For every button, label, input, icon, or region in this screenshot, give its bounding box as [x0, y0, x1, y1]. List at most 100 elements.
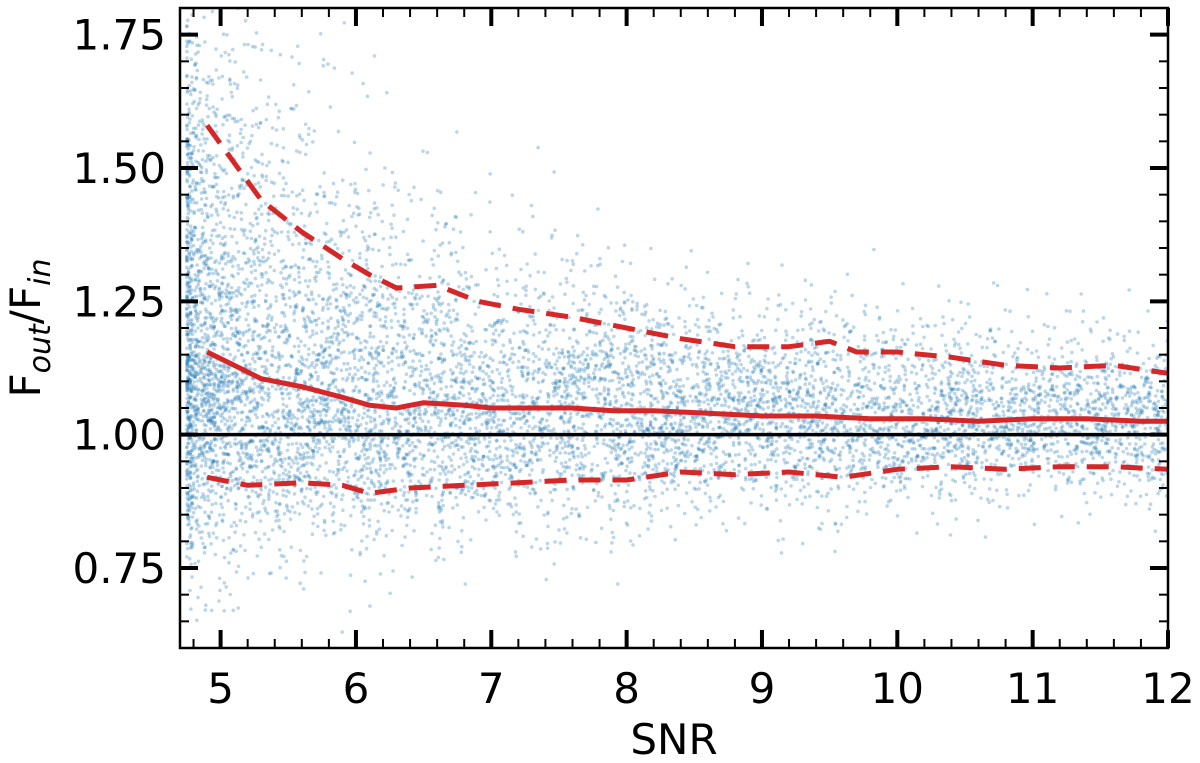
scatter-point	[221, 169, 225, 173]
scatter-point	[633, 353, 638, 358]
scatter-point	[851, 412, 856, 416]
scatter-point	[553, 459, 558, 464]
scatter-point	[564, 276, 569, 281]
scatter-point	[492, 292, 496, 297]
scatter-point	[818, 391, 823, 396]
scatter-point	[799, 314, 803, 318]
scatter-point	[253, 412, 258, 417]
scatter-point	[712, 468, 716, 472]
scatter-point	[816, 404, 820, 408]
scatter-point	[796, 439, 800, 444]
scatter-point	[528, 457, 533, 462]
scatter-point	[916, 398, 921, 403]
scatter-point	[379, 447, 383, 451]
scatter-point	[997, 504, 1002, 509]
scatter-point	[566, 350, 571, 355]
scatter-point	[501, 343, 506, 348]
scatter-point	[566, 354, 571, 358]
scatter-point	[1015, 392, 1019, 397]
scatter-point	[537, 330, 542, 335]
scatter-point	[519, 417, 523, 421]
scatter-point	[737, 394, 742, 399]
scatter-point	[335, 338, 339, 342]
scatter-point	[629, 397, 634, 402]
scatter-point	[326, 319, 330, 323]
scatter-point	[297, 61, 302, 66]
scatter-point	[284, 559, 289, 563]
scatter-point	[684, 343, 689, 348]
scatter-point	[1080, 449, 1084, 454]
scatter-point	[264, 174, 269, 179]
scatter-point	[449, 253, 453, 257]
scatter-point	[188, 485, 193, 490]
scatter-point	[620, 259, 625, 264]
scatter-point	[774, 328, 778, 333]
scatter-point	[316, 467, 320, 472]
scatter-point	[576, 341, 580, 345]
scatter-point	[256, 245, 260, 249]
scatter-point	[277, 171, 282, 176]
scatter-point	[429, 311, 434, 316]
scatter-point	[1124, 411, 1128, 416]
scatter-point	[1085, 381, 1089, 385]
scatter-point	[237, 286, 241, 290]
scatter-point	[244, 488, 248, 492]
scatter-point	[1020, 445, 1025, 450]
scatter-point	[622, 504, 627, 509]
scatter-point	[213, 171, 217, 176]
scatter-point	[358, 348, 362, 353]
scatter-point	[286, 442, 291, 447]
scatter-point	[361, 514, 366, 519]
scatter-point	[325, 302, 329, 307]
scatter-point	[200, 451, 204, 455]
scatter-point	[1138, 397, 1142, 402]
scatter-point	[602, 386, 607, 390]
scatter-point	[755, 403, 759, 408]
scatter-point	[679, 418, 683, 423]
scatter-point	[920, 346, 925, 351]
scatter-point	[190, 332, 195, 337]
scatter-point	[538, 478, 542, 483]
scatter-point	[302, 266, 306, 271]
scatter-point	[249, 294, 254, 299]
scatter-point	[883, 370, 887, 374]
scatter-point	[250, 124, 255, 128]
scatter-point	[185, 248, 189, 253]
scatter-point	[365, 248, 369, 252]
scatter-point	[301, 587, 306, 591]
scatter-point	[578, 536, 583, 540]
scatter-point	[890, 479, 894, 484]
scatter-point	[520, 365, 524, 370]
scatter-point	[969, 379, 974, 384]
scatter-point	[438, 472, 443, 476]
scatter-point	[599, 428, 604, 432]
scatter-point	[785, 365, 789, 370]
scatter-point	[225, 461, 230, 465]
scatter-point	[694, 487, 698, 492]
scatter-point	[847, 484, 851, 489]
scatter-point	[185, 332, 189, 337]
scatter-point	[200, 530, 205, 534]
scatter-point	[203, 428, 207, 432]
scatter-point	[1063, 373, 1067, 377]
scatter-point	[335, 282, 339, 286]
scatter-point	[345, 469, 349, 473]
scatter-point	[641, 465, 645, 469]
scatter-point	[386, 501, 391, 505]
scatter-point	[578, 467, 582, 471]
scatter-point	[367, 215, 372, 220]
scatter-point	[259, 478, 263, 483]
scatter-point	[507, 476, 512, 481]
scatter-point	[839, 406, 843, 411]
scatter-point	[660, 491, 665, 495]
scatter-point	[218, 220, 223, 225]
scatter-point	[863, 303, 868, 308]
scatter-point	[615, 582, 620, 586]
scatter-point	[771, 408, 776, 413]
scatter-point	[454, 495, 458, 500]
scatter-point	[574, 468, 578, 472]
scatter-point	[384, 467, 389, 472]
scatter-point	[1093, 422, 1098, 427]
scatter-point	[459, 550, 464, 554]
scatter-point	[491, 506, 496, 511]
